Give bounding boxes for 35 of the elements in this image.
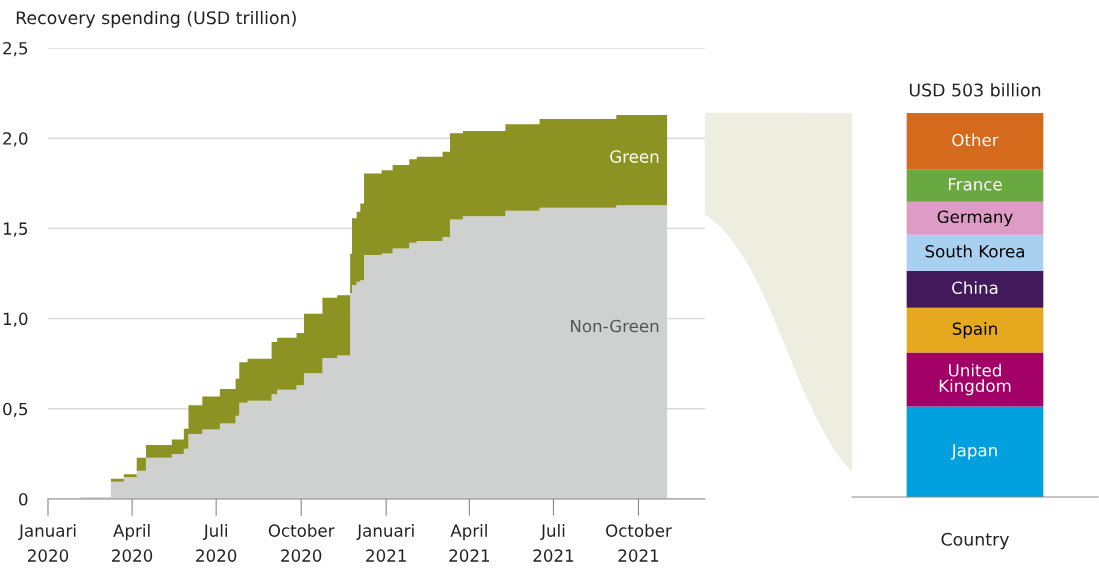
- bar: [906, 270, 1044, 308]
- x-tick-label: Januari 2020: [18, 524, 76, 562]
- series-label: Spain: [952, 322, 997, 339]
- series-label: China: [952, 281, 998, 295]
- y-tick-label: 0: [19, 492, 28, 506]
- chart-title: Recovery spending (USD trillion): [16, 10, 296, 28]
- x-tick-label: Juli 2020: [196, 524, 237, 562]
- bar: [906, 113, 1044, 170]
- y-tick-label: 2,0: [3, 132, 28, 147]
- series-label: France: [948, 178, 1002, 191]
- chart-title: USD 503 billion: [909, 83, 1041, 97]
- y-tick-label: 0,5: [3, 402, 28, 418]
- series-label: Other: [952, 133, 999, 147]
- y-tick-label: 1,5: [3, 222, 28, 237]
- x-tick-label: April 2020: [112, 524, 153, 562]
- y-tick-label: 2,5: [3, 41, 28, 57]
- series-label: Non-Green: [571, 319, 659, 333]
- x-tick-label: October 2021: [606, 524, 672, 562]
- series-label: South Korea: [925, 244, 1024, 258]
- y-tick-label: 1,0: [3, 312, 28, 327]
- x-tick-label: April 2021: [449, 524, 490, 562]
- bar: [906, 406, 1044, 497]
- x-tick-label: October 2020: [268, 524, 335, 562]
- x-tick-label: Januari 2021: [356, 524, 414, 562]
- x-tick-label: Juli 2021: [533, 524, 574, 562]
- bar: [906, 352, 1044, 407]
- bar: [906, 307, 1044, 353]
- bar: [906, 234, 1044, 271]
- bar: [906, 169, 1044, 202]
- x-axis-title: Country: [941, 532, 1009, 550]
- series-label: Green: [610, 150, 659, 163]
- bar: [906, 201, 1044, 235]
- series-label: Japan: [950, 444, 997, 460]
- series-label: Germany: [937, 210, 1013, 227]
- series-label: United Kingdom: [939, 363, 1011, 396]
